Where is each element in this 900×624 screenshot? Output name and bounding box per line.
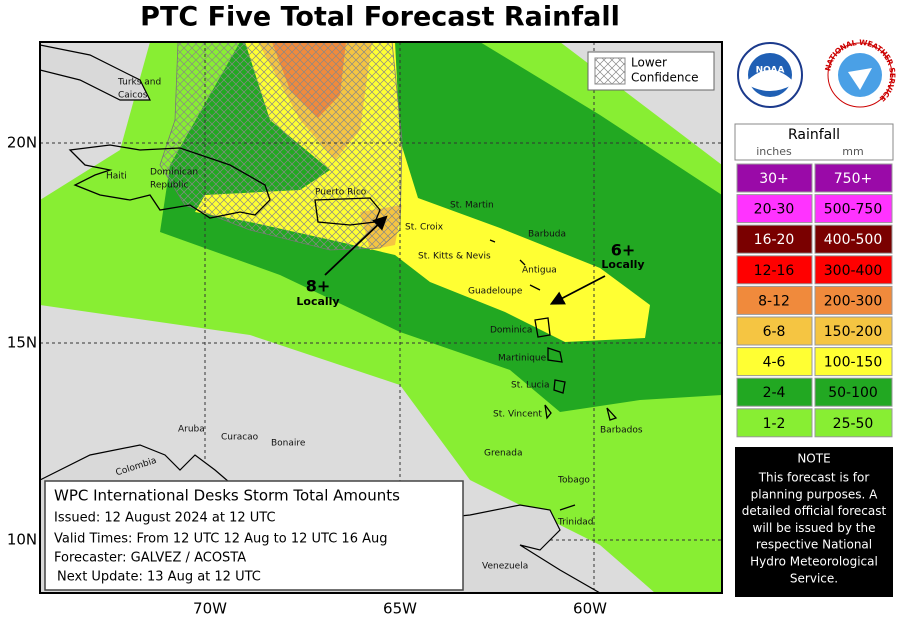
place-label: St. Martin bbox=[450, 201, 494, 211]
legend-mm: 25-50 bbox=[833, 416, 874, 432]
lon-label: 65W bbox=[383, 600, 417, 618]
legend-mm: 300-400 bbox=[824, 263, 883, 279]
legend-mm: 500-750 bbox=[824, 202, 883, 218]
title: PTC Five Total Forecast Rainfall bbox=[140, 2, 620, 33]
legend-swatch bbox=[736, 194, 813, 224]
lat-label: 15N bbox=[7, 334, 37, 352]
legend-inches: 4-6 bbox=[763, 355, 786, 371]
info-box: WPC International Desks Storm Total Amou… bbox=[44, 480, 464, 591]
legend-swatch bbox=[736, 224, 813, 254]
legend-swatch bbox=[736, 408, 813, 438]
place-label: Martinique bbox=[498, 354, 547, 364]
legend-swatch bbox=[814, 347, 893, 377]
note-line: This forecast is for bbox=[758, 471, 870, 485]
note-line: planning purposes. A bbox=[751, 487, 879, 501]
place-label: Tobago bbox=[557, 476, 590, 486]
annotation-note: Locally bbox=[296, 295, 339, 308]
legend-title: Rainfall bbox=[788, 127, 840, 143]
noaa-logo-text: NOAA bbox=[756, 66, 785, 76]
info-line: Next Update: 13 Aug at 12 UTC bbox=[57, 570, 261, 585]
note-line: respective National bbox=[756, 538, 872, 552]
annotation-note: Locally bbox=[601, 258, 644, 271]
place-label: St. Lucia bbox=[511, 381, 550, 391]
place-label: St. Kitts & Nevis bbox=[418, 252, 491, 262]
legend-mm: 400-500 bbox=[824, 232, 883, 248]
place-label: Venezuela bbox=[482, 562, 528, 572]
info-line: Issued: 12 August 2024 at 12 UTC bbox=[54, 511, 276, 526]
note-line: Service. bbox=[790, 571, 838, 585]
legend-swatch bbox=[736, 316, 813, 346]
legend-swatch bbox=[736, 255, 813, 285]
legend-inches: 12-16 bbox=[754, 263, 795, 279]
legend-swatch bbox=[736, 347, 813, 377]
note-line: Hydro Meteorological bbox=[750, 555, 878, 569]
lat-label: 20N bbox=[7, 134, 37, 152]
legend-mm: 50-100 bbox=[828, 385, 878, 401]
place-label: Dominican bbox=[150, 168, 198, 178]
info-line: Valid Times: From 12 UTC 12 Aug to 12 UT… bbox=[54, 532, 388, 547]
legend-swatch bbox=[736, 163, 813, 193]
legend-unit: mm bbox=[842, 145, 863, 158]
hatch-label: Confidence bbox=[631, 71, 698, 85]
legend-unit: inches bbox=[756, 145, 792, 158]
legend-swatch bbox=[814, 255, 893, 285]
hatch-label: Lower bbox=[631, 56, 667, 70]
place-label: Dominica bbox=[490, 326, 532, 336]
annotation-amount: 8+ bbox=[306, 277, 331, 296]
legend-inches: 2-4 bbox=[763, 385, 786, 401]
place-label: Republic bbox=[150, 181, 189, 191]
legend-mm: 100-150 bbox=[824, 355, 883, 371]
place-label: St. Croix bbox=[405, 223, 444, 233]
place-label: Puerto Rico bbox=[315, 188, 367, 198]
legend-swatch bbox=[814, 194, 893, 224]
legend-swatch bbox=[814, 224, 893, 254]
info-title: WPC International Desks Storm Total Amou… bbox=[54, 487, 400, 505]
place-label: Aruba bbox=[178, 425, 205, 435]
place-label: Bonaire bbox=[271, 439, 306, 449]
note-line: will be issued by the bbox=[753, 521, 876, 535]
legend-swatch bbox=[814, 408, 893, 438]
legend-swatch bbox=[736, 377, 813, 407]
place-label: Barbados bbox=[600, 426, 643, 436]
legend-inches: 6-8 bbox=[763, 324, 786, 340]
legend-swatch bbox=[814, 377, 893, 407]
note-line: detailed official forecast bbox=[742, 504, 887, 518]
legend: Rainfall inches mm 30+ 750+ 20-30 500-750 16… bbox=[734, 123, 894, 438]
place-label: Curacao bbox=[221, 433, 259, 443]
note-box: NOTE This forecast is for planning purpos… bbox=[735, 447, 893, 597]
lon-label: 60W bbox=[573, 600, 607, 618]
place-label: St. Vincent bbox=[493, 410, 542, 420]
legend-inches: 30+ bbox=[759, 171, 789, 187]
annotation-amount: 6+ bbox=[611, 241, 636, 260]
note-title: NOTE bbox=[797, 452, 830, 466]
place-labels: Turks and Caicos Haiti Dominican Republi… bbox=[106, 78, 643, 572]
legend-inches: 20-30 bbox=[754, 202, 795, 218]
hatch-legend: Lower Confidence bbox=[587, 51, 715, 91]
lat-label: 10N bbox=[7, 531, 37, 549]
place-label: Barbuda bbox=[528, 230, 566, 240]
legend-mm: 200-300 bbox=[824, 293, 883, 309]
place-label: Trinidad bbox=[557, 518, 594, 528]
legend-inches: 16-20 bbox=[754, 232, 795, 248]
legend-swatch bbox=[736, 285, 813, 315]
lon-label: 70W bbox=[193, 600, 227, 618]
legend-swatch bbox=[814, 163, 893, 193]
place-label: Guadeloupe bbox=[468, 287, 523, 297]
legend-inches: 8-12 bbox=[758, 293, 790, 309]
place-label: Turks and bbox=[117, 78, 161, 88]
legend-inches: 1-2 bbox=[763, 416, 786, 432]
place-label: Haiti bbox=[106, 172, 127, 182]
legend-swatch bbox=[814, 285, 893, 315]
legend-mm: 150-200 bbox=[824, 324, 883, 340]
legend-mm: 750+ bbox=[834, 171, 872, 187]
place-label: Antigua bbox=[522, 266, 557, 276]
place-label: Caicos bbox=[118, 91, 148, 101]
legend-swatch bbox=[814, 316, 893, 346]
info-line: Forecaster: GALVEZ / ACOSTA bbox=[54, 551, 246, 566]
place-label: Grenada bbox=[484, 449, 522, 459]
logos: NOAA NATIONAL WEATHER SERVICE bbox=[737, 38, 897, 108]
